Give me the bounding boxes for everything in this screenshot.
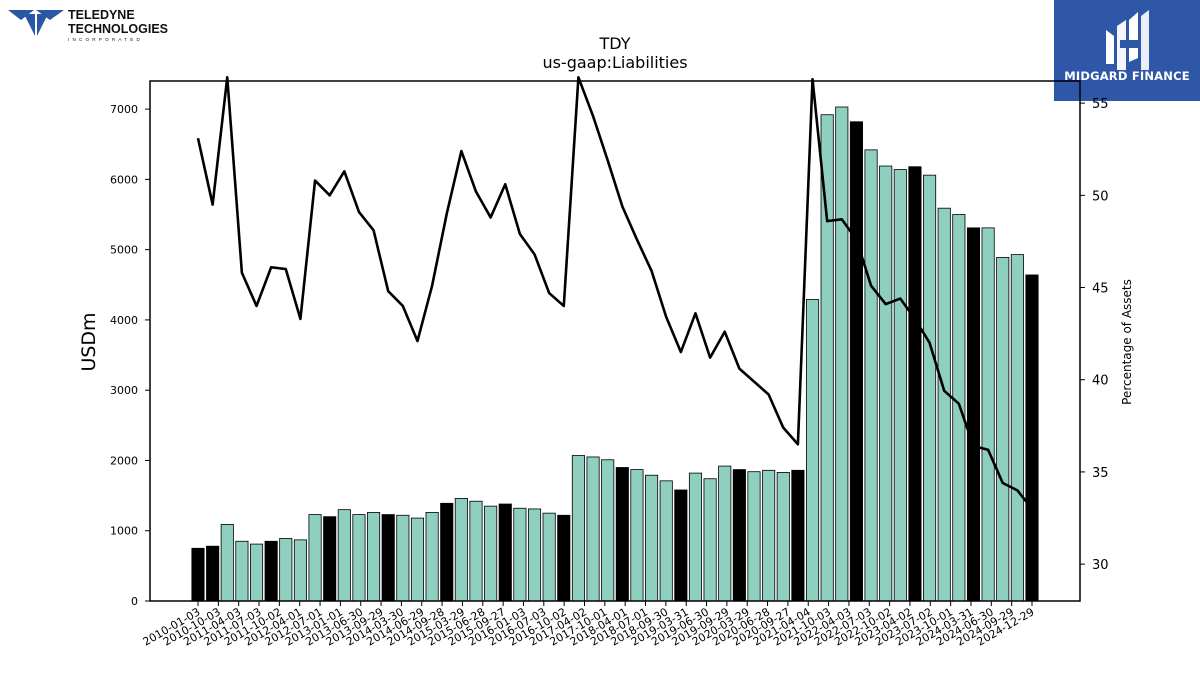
bar — [791, 469, 805, 602]
y2-tick-label: 35 — [1092, 466, 1109, 481]
bar — [571, 455, 585, 602]
bar — [367, 512, 381, 602]
y2-tick-label: 55 — [1092, 97, 1109, 112]
bar — [527, 508, 542, 602]
midgard-brand-text: MIDGARD FINANCE — [1064, 69, 1190, 83]
bar — [381, 514, 395, 602]
bar — [235, 540, 249, 602]
bar — [703, 478, 717, 602]
y-tick-label: 3000 — [110, 384, 138, 397]
bar — [966, 227, 981, 602]
chart-title: TDY — [599, 34, 631, 53]
bar — [688, 472, 703, 602]
chart-subtitle: us-gaap:Liabilities — [542, 53, 687, 72]
bar — [440, 502, 454, 602]
bar — [879, 165, 893, 602]
y2-tick-label: 40 — [1092, 374, 1109, 389]
bar — [630, 469, 644, 602]
y-tick-label: 7000 — [110, 103, 138, 116]
bar — [191, 547, 205, 602]
bar — [659, 480, 673, 602]
axes: 0 1000 2000 3000 4000 5000 6000 7000 30 35 40 45 50 5… — [110, 80, 1109, 649]
logo-line3: INCORPORATED — [68, 37, 143, 42]
bar — [747, 471, 761, 602]
y-axis-label: USDm — [78, 312, 100, 371]
bar — [513, 507, 527, 602]
y2-axis-label: Percentage of Assets — [1120, 279, 1134, 405]
bar — [645, 474, 659, 602]
bar-series — [191, 106, 1039, 602]
plot-frame — [149, 80, 1081, 602]
bar — [835, 106, 849, 602]
bar — [410, 517, 425, 602]
bar — [615, 467, 629, 602]
bar — [1025, 274, 1039, 602]
bar — [264, 540, 278, 602]
bar — [557, 514, 571, 602]
midgard-finance-logo: MIDGARD FINANCE — [1054, 0, 1200, 101]
bar — [923, 174, 937, 602]
y-tick-label: 6000 — [110, 173, 138, 186]
bar — [323, 516, 337, 602]
logo-line2: TECHNOLOGIES — [68, 22, 168, 36]
teledyne-emblem-icon: TELEDYNE TECHNOLOGIES INCORPORATED — [8, 8, 168, 42]
bar — [249, 543, 264, 602]
y2-tick-label: 50 — [1092, 189, 1109, 204]
bar — [732, 469, 746, 602]
bar — [586, 456, 600, 602]
bar — [337, 509, 351, 602]
bar — [718, 465, 732, 602]
bar — [937, 207, 951, 602]
bar — [849, 121, 863, 602]
bar — [981, 227, 995, 602]
line-path — [196, 76, 1034, 510]
y-tick-label: 4000 — [110, 314, 138, 327]
y2-tick-label: 45 — [1092, 282, 1109, 297]
bar — [220, 524, 234, 602]
bar — [293, 539, 307, 602]
y-tick-label: 2000 — [110, 454, 138, 467]
bar — [1010, 254, 1024, 602]
y-tick-label: 1000 — [110, 525, 138, 538]
y-tick-label: 5000 — [110, 244, 138, 257]
y-tick-label: 0 — [131, 595, 138, 608]
bar — [352, 514, 366, 602]
bar — [776, 472, 790, 602]
bar — [674, 489, 688, 602]
bar — [996, 256, 1010, 602]
logo-line1: TELEDYNE — [68, 8, 135, 22]
bar — [542, 512, 556, 602]
bar — [279, 538, 293, 602]
bar — [908, 166, 922, 602]
bar — [396, 514, 410, 602]
bar — [206, 545, 220, 602]
bar — [864, 149, 878, 602]
bar — [762, 469, 776, 602]
bar — [601, 459, 615, 602]
bar — [454, 498, 468, 602]
bar — [893, 169, 907, 602]
bar — [805, 299, 820, 602]
percentage-line-series — [196, 76, 1034, 510]
bar — [425, 512, 439, 602]
bar — [308, 514, 322, 602]
bar — [498, 503, 512, 602]
bar — [952, 214, 966, 602]
midgard-emblem-icon — [1054, 0, 1200, 101]
y2-tick-label: 30 — [1092, 558, 1109, 573]
teledyne-logo: TELEDYNE TECHNOLOGIES INCORPORATED — [6, 6, 176, 44]
bar — [469, 500, 483, 602]
bar — [484, 505, 498, 602]
